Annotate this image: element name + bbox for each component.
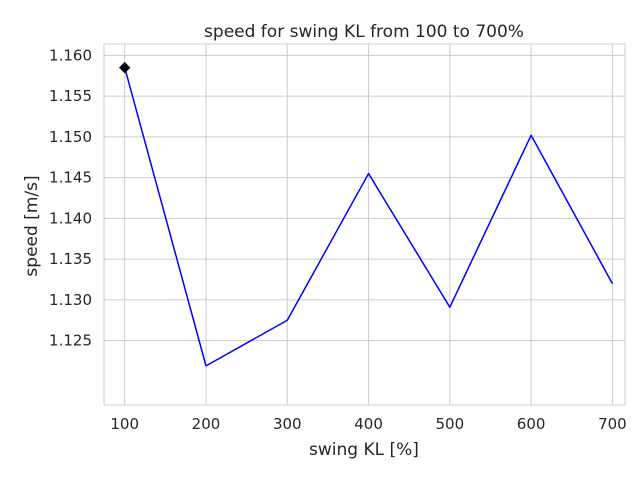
x-tick-label: 400 bbox=[354, 415, 383, 433]
highlight-diamond-marker bbox=[119, 61, 131, 74]
plot-area bbox=[103, 43, 626, 406]
series-line bbox=[124, 67, 614, 367]
marker-group bbox=[119, 61, 131, 74]
x-axis-ticks: 100 200 300 400 500 600 700 bbox=[110, 415, 626, 433]
x-axis-label: swing KL [%] bbox=[309, 440, 419, 460]
grid-lines bbox=[104, 44, 625, 405]
y-tick-label: 1.150 bbox=[49, 128, 92, 146]
x-tick-label: 700 bbox=[598, 415, 627, 433]
y-tick-label: 1.125 bbox=[49, 332, 92, 350]
y-tick-label: 1.130 bbox=[49, 291, 92, 309]
y-axis-ticks: 1.125 1.130 1.135 1.140 1.145 1.150 1.155 1.160 bbox=[49, 46, 92, 349]
x-tick-label: 500 bbox=[436, 415, 465, 433]
series-group bbox=[124, 67, 614, 367]
y-tick-label: 1.145 bbox=[49, 169, 92, 187]
y-axis-label: speed [m/s] bbox=[22, 175, 42, 276]
x-tick-label: 100 bbox=[110, 415, 139, 433]
x-tick-label: 300 bbox=[273, 415, 302, 433]
y-tick-label: 1.140 bbox=[49, 209, 92, 227]
y-tick-label: 1.135 bbox=[49, 250, 92, 268]
y-tick-label: 1.160 bbox=[49, 46, 92, 64]
x-tick-label: 600 bbox=[517, 415, 546, 433]
y-tick-label: 1.155 bbox=[49, 87, 92, 105]
x-tick-label: 200 bbox=[192, 415, 221, 433]
chart-title: speed for swing KL from 100 to 700% bbox=[204, 22, 524, 42]
